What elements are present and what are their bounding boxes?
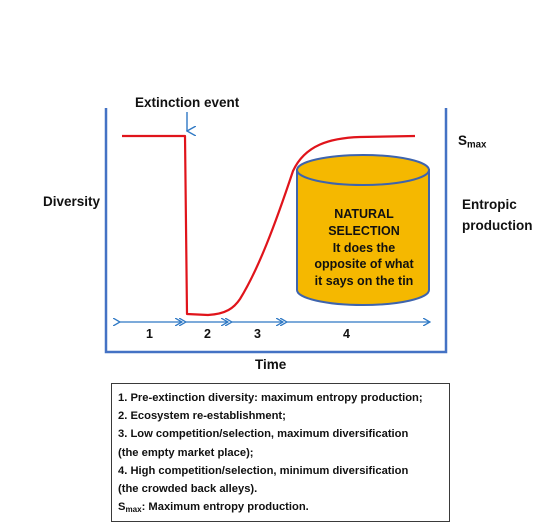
- time-label: Time: [255, 357, 287, 372]
- cylinder-text: NATURAL SELECTION It does the opposite o…: [300, 206, 428, 290]
- legend-item-4: 4. High competition/selection, minimum d…: [118, 464, 409, 477]
- cylinder-line-3: It does the: [332, 240, 396, 255]
- legend-item-1: 1. Pre-extinction diversity: maximum ent…: [118, 392, 423, 404]
- diversity-label: Diversity: [43, 194, 101, 209]
- smax-subscript: max: [467, 139, 487, 151]
- diversity-curve: [122, 134, 416, 317]
- entropic-line-2: production: [462, 218, 533, 233]
- phase-1-label: 1: [146, 327, 153, 341]
- phase-3-label: 3: [254, 327, 261, 341]
- smax-main-text: S: [458, 133, 468, 148]
- cylinder-line-4: opposite of what: [314, 257, 414, 272]
- smax-label: Smax: [458, 133, 486, 150]
- cylinder-line-1: NATURAL: [334, 207, 394, 221]
- legend-item-2: 2. Ecosystem re-establishment;: [118, 410, 286, 423]
- legend-smax-main: S: [118, 501, 126, 514]
- cylinder-body: [296, 169, 430, 306]
- legend-item-3-cont: (the empty market place);: [118, 446, 254, 459]
- plot-frame: [104, 108, 448, 354]
- entropic-line-1: Entropic: [462, 197, 517, 212]
- entropic-production-label: Entropic production: [462, 194, 533, 236]
- legend-smax-sub: max: [125, 505, 142, 515]
- legend-item-3: 3. Low competition/selection, maximum di…: [118, 428, 409, 441]
- legend-smax-definition: Smax: Maximum entropy production.: [118, 498, 449, 519]
- cylinder-line-5: it says on the tin: [314, 274, 414, 289]
- phase-2-label: 2: [204, 327, 211, 341]
- extinction-event-label: Extinction event: [135, 95, 240, 110]
- natural-selection-cylinder: [296, 154, 430, 306]
- legend-smax-rest: : Maximum entropy production.: [141, 501, 309, 514]
- legend-box: 1. Pre-extinction diversity: maximum ent…: [111, 383, 450, 522]
- legend-item-4-cont: (the crowded back alleys).: [118, 483, 258, 496]
- cylinder-top: [296, 154, 430, 186]
- phase-4-label: 4: [343, 327, 350, 341]
- cylinder-line-2: SELECTION: [328, 223, 400, 238]
